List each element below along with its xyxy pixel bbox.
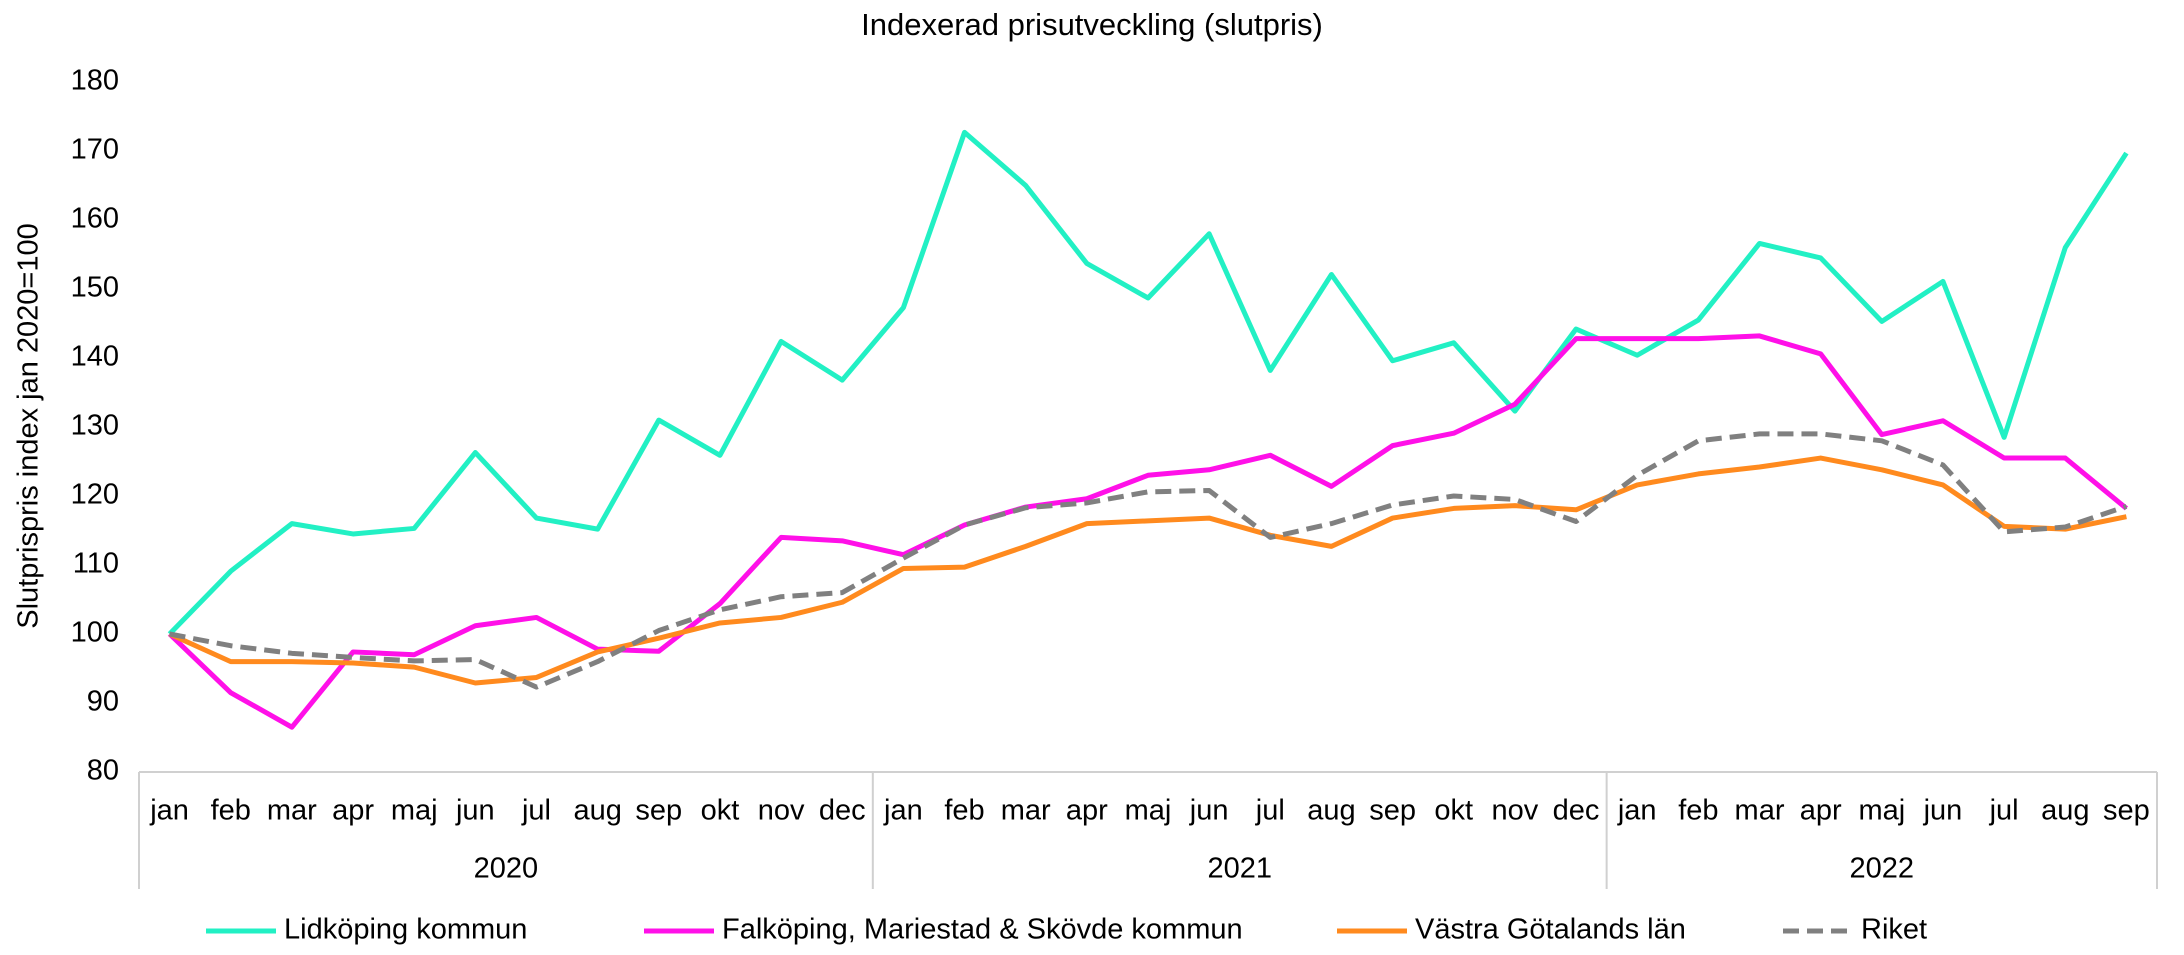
x-tick-label: okt [701, 795, 740, 827]
x-tick-label: aug [2041, 795, 2089, 827]
x-tick-label: mar [267, 795, 317, 827]
x-tick-label: aug [573, 795, 621, 827]
x-tick-label: okt [1434, 795, 1473, 827]
x-tick-label: jul [521, 795, 551, 827]
x-tick-label: mar [1001, 795, 1051, 827]
x-tick-label: sep [635, 795, 682, 827]
y-tick-label: 110 [73, 548, 119, 580]
x-tick-label: feb [1678, 795, 1718, 827]
legend-label: Riket [1861, 914, 1927, 946]
y-axis-label: Slutprispris index jan 2020=100 [13, 223, 45, 628]
chart-title: Indexerad prisutveckling (slutpris) [861, 7, 1323, 42]
x-tick-label: maj [391, 795, 438, 827]
x-tick-label: jul [1989, 795, 2019, 827]
x-tick-label: apr [1066, 795, 1108, 827]
series-line [167, 333, 2129, 730]
x-tick-label: nov [1492, 795, 1539, 827]
x-tick-label: mar [1735, 795, 1785, 827]
series-line [168, 455, 2127, 686]
x-tick-label: nov [758, 795, 805, 827]
x-tick-label: dec [819, 795, 866, 827]
x-tick-label: dec [1553, 795, 1600, 827]
x-tick-label: aug [1307, 795, 1355, 827]
y-tick-label: 150 [71, 272, 119, 304]
x-tick-label: jun [1189, 795, 1229, 827]
x-tick-label: jan [883, 795, 923, 827]
x-tick-label: maj [1858, 795, 1905, 827]
x-tick-label: jun [1923, 795, 1963, 827]
x-tick-label: jan [149, 795, 189, 827]
series-line [167, 129, 2129, 636]
x-tick-label: sep [1369, 795, 1416, 827]
legend-label: Västra Götalands län [1415, 914, 1686, 946]
x-tick-label: feb [211, 795, 251, 827]
x-tick-label: apr [332, 795, 374, 827]
x-tick-label: apr [1800, 795, 1842, 827]
year-label: 2022 [1850, 853, 1915, 885]
x-tick-label: jan [1617, 795, 1657, 827]
legend-label: Lidköping kommun [284, 914, 527, 946]
year-label: 2021 [1207, 853, 1272, 885]
y-tick-label: 130 [71, 410, 119, 442]
y-tick-label: 90 [87, 686, 119, 718]
x-tick-label: sep [2103, 795, 2150, 827]
legend-label: Falköping, Mariestad & Skövde kommun [722, 914, 1243, 946]
y-tick-label: 100 [71, 617, 119, 649]
year-label: 2020 [474, 853, 539, 885]
y-tick-label: 120 [71, 479, 119, 511]
y-tick-label: 180 [71, 65, 119, 97]
y-tick-label: 80 [87, 755, 119, 787]
x-tick-label: jul [1255, 795, 1285, 827]
x-tick-label: feb [944, 795, 984, 827]
y-tick-label: 160 [71, 203, 119, 235]
y-tick-label: 140 [71, 341, 119, 373]
x-tick-label: jun [455, 795, 495, 827]
x-tick-label: maj [1125, 795, 1172, 827]
y-tick-label: 170 [71, 134, 119, 166]
series-line [169, 431, 2128, 690]
